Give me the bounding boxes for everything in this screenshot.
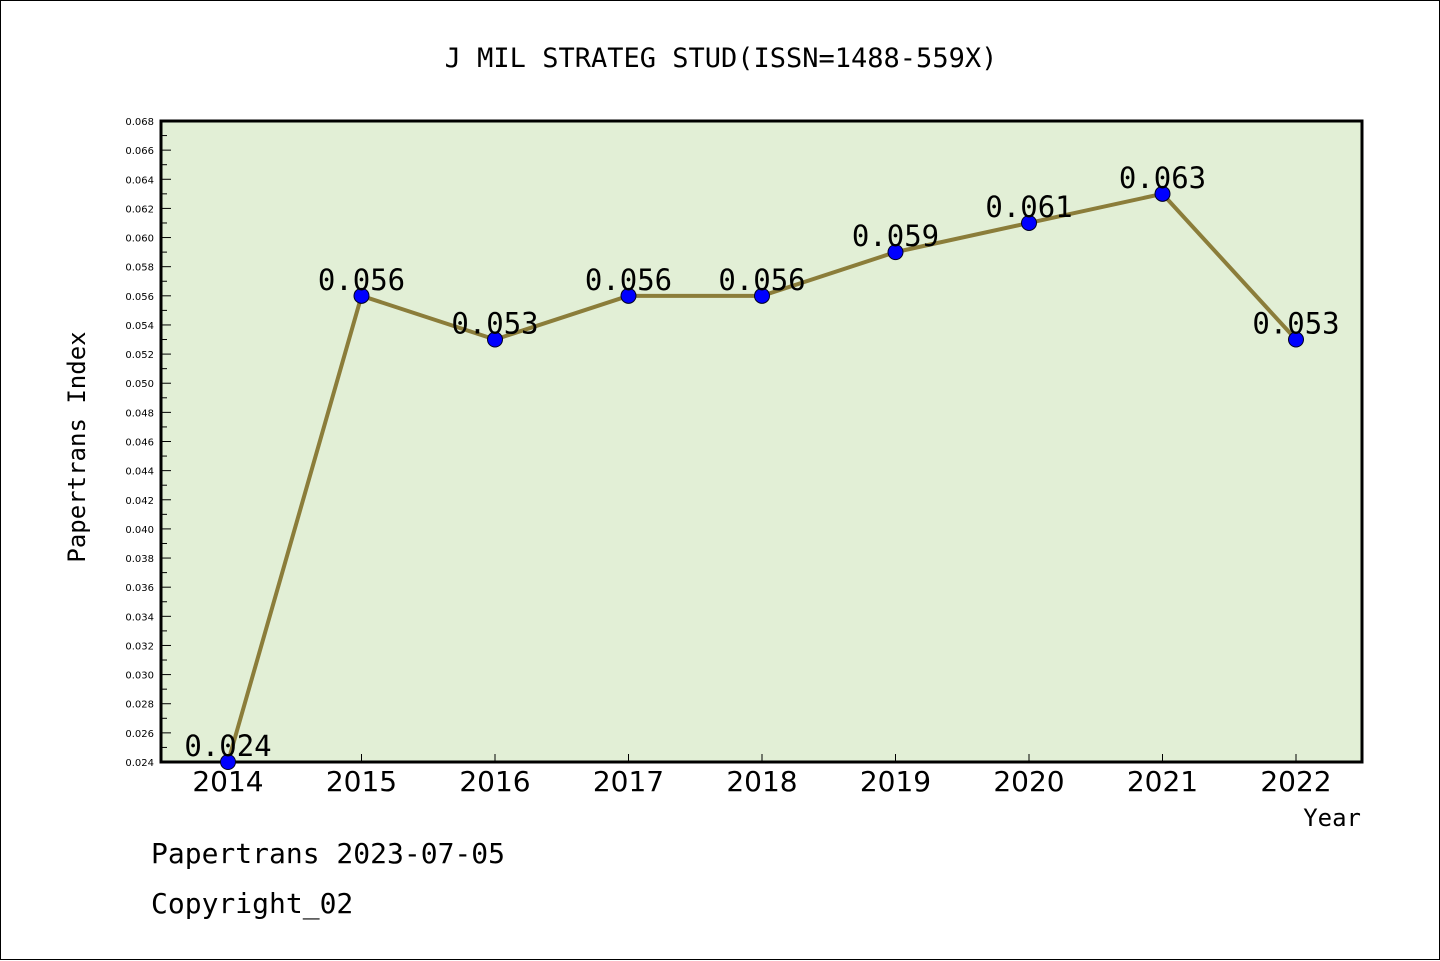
data-label: 0.059 xyxy=(852,219,939,253)
data-point xyxy=(620,287,637,304)
x-axis-ticks: 2014 2015 2016 2017 2018 2019 2020 2021 2022 xyxy=(192,754,1332,798)
data-label: 0.053 xyxy=(1252,307,1339,341)
y-tick-label: 0.056 xyxy=(125,292,154,303)
data-label: 0.056 xyxy=(318,263,405,297)
data-label: 0.053 xyxy=(451,307,538,341)
y-tick-label: 0.044 xyxy=(125,467,154,478)
y-tick-label: 0.028 xyxy=(125,700,154,711)
data-point xyxy=(353,287,370,304)
series-markers xyxy=(220,185,1304,770)
y-tick-label: 0.058 xyxy=(125,263,154,274)
footer-source: Papertrans 2023-07-05 xyxy=(151,837,506,870)
x-tick-label: 2018 xyxy=(726,765,797,798)
y-tick-label: 0.064 xyxy=(125,175,154,186)
y-tick-label: 0.068 xyxy=(125,117,154,128)
data-point xyxy=(1288,331,1304,348)
y-axis-label: Papertrans Index xyxy=(63,331,91,562)
x-tick-label: 2020 xyxy=(993,765,1064,798)
x-tick-label: 2016 xyxy=(459,765,530,798)
plot-area xyxy=(159,119,1364,764)
y-tick-label: 0.062 xyxy=(125,204,154,215)
data-label: 0.056 xyxy=(718,263,805,297)
y-axis-ticks: 0.024 0.026 0.028 0.030 0.032 0.034 0.036 0.038… xyxy=(125,117,171,769)
y-tick-label: 0.038 xyxy=(125,554,154,565)
data-point xyxy=(754,287,770,304)
y-tick-label: 0.030 xyxy=(125,671,154,682)
x-tick-label: 2022 xyxy=(1260,765,1331,798)
data-label: 0.061 xyxy=(985,190,1072,224)
data-point xyxy=(887,244,904,261)
data-label: 0.024 xyxy=(184,729,271,763)
x-tick-label: 2019 xyxy=(860,765,931,798)
x-axis-label: Year xyxy=(1303,804,1361,832)
data-label: 0.063 xyxy=(1119,161,1206,195)
y-tick-label: 0.050 xyxy=(125,379,154,390)
x-tick-label: 2017 xyxy=(593,765,664,798)
y-tick-label: 0.034 xyxy=(125,612,154,623)
data-label: 0.056 xyxy=(585,263,672,297)
y-tick-label: 0.060 xyxy=(125,234,154,245)
y-tick-label: 0.032 xyxy=(125,641,154,652)
y-tick-label: 0.042 xyxy=(125,496,154,507)
y-tick-label: 0.048 xyxy=(125,408,154,419)
x-tick-label: 2021 xyxy=(1127,765,1198,798)
x-tick-label: 2015 xyxy=(326,765,397,798)
data-labels: 0.024 0.056 0.053 0.056 0.056 0.059 0.061 0.063… xyxy=(184,161,1339,763)
y-tick-label: 0.046 xyxy=(125,438,154,449)
chart-title: J MIL STRATEG STUD(ISSN=1488-559X) xyxy=(445,43,998,74)
y-tick-label: 0.036 xyxy=(125,583,154,594)
data-point xyxy=(1154,185,1171,202)
footer-copyright: Copyright_02 xyxy=(151,887,354,920)
y-tick-label: 0.024 xyxy=(125,758,154,769)
data-point xyxy=(487,331,503,348)
data-point xyxy=(220,754,236,770)
data-point xyxy=(1021,214,1037,231)
y-tick-label: 0.026 xyxy=(125,729,154,740)
x-tick-label: 2014 xyxy=(192,765,263,798)
y-tick-label: 0.052 xyxy=(125,350,154,361)
y-tick-label: 0.066 xyxy=(125,146,154,157)
y-tick-label: 0.040 xyxy=(125,525,154,536)
y-tick-label: 0.054 xyxy=(125,321,154,332)
